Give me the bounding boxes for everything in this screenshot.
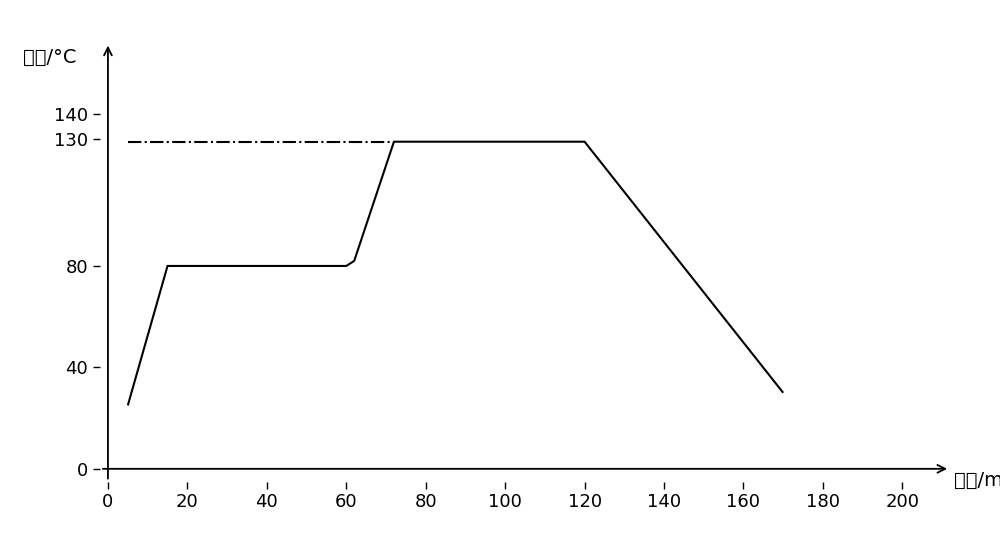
Text: 温度/°C: 温度/°C	[23, 48, 76, 67]
Text: 时间/min: 时间/min	[954, 471, 1000, 491]
